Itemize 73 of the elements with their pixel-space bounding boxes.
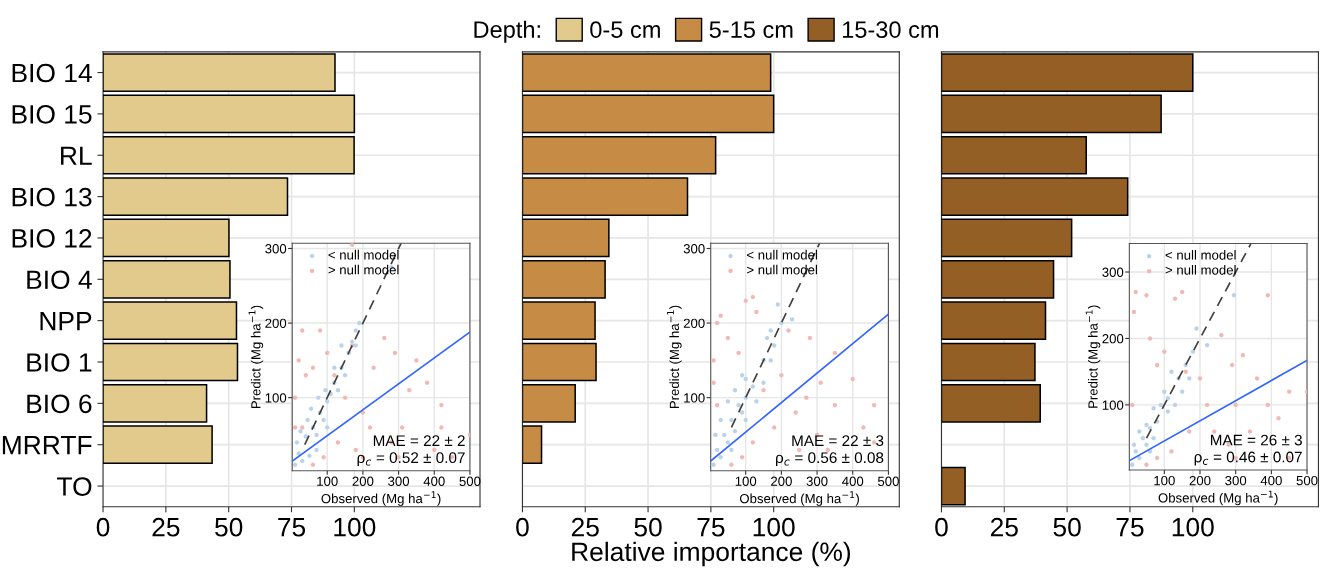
y-tick-label: RL <box>61 146 92 165</box>
y-tick-label: 300 <box>683 244 705 254</box>
x-tick-label: 400 <box>1260 475 1282 486</box>
y-axis-title: Predict (Mg ha$^{−1}$) <box>667 305 682 409</box>
legend-title: Depth: <box>474 20 540 43</box>
annotation: MAE = 22 ± 3 <box>792 435 884 447</box>
legend-label: > null model <box>1165 264 1236 275</box>
annotation: ρ$_{c}$ = 0.46 ± 0.07 <box>1194 451 1302 466</box>
y-tick-label: 100 <box>1102 400 1124 410</box>
annotation: MAE = 22 ± 2 <box>373 435 465 446</box>
x-tick-label: 200 <box>1189 475 1211 486</box>
x-tick-label: 0 <box>935 517 948 537</box>
y-tick-label: BIO 14 <box>12 63 92 83</box>
x-tick-label: 300 <box>806 476 828 486</box>
x-axis-title: Relative importance (%) <box>572 541 851 567</box>
x-tick-label: 300 <box>388 476 410 486</box>
legend-label: > null model <box>747 264 817 275</box>
x-tick-label: 100 <box>735 476 757 486</box>
y-tick-label: 100 <box>684 393 705 403</box>
x-tick-label: 75 <box>278 518 306 537</box>
y-axis-title: Predict (Mg ha$^{−1}$) <box>248 305 264 409</box>
legend-label: < null model <box>747 249 817 260</box>
annotation: ρ$_{c}$ = 0.52 ± 0.07 <box>357 452 465 467</box>
x-tick-label: 75 <box>697 518 725 537</box>
y-tick-label: MRRTF <box>2 436 92 455</box>
x-tick-label: 50 <box>1053 517 1081 537</box>
legend-label: < null model <box>328 249 399 260</box>
x-tick-label: 400 <box>842 476 864 486</box>
y-tick-label: BIO 6 <box>27 394 92 414</box>
y-tick-label: 300 <box>265 244 287 254</box>
y-tick-label: BIO 1 <box>27 353 92 372</box>
legend-label: 0-5 cm <box>590 21 660 38</box>
y-tick-label: 200 <box>683 318 705 328</box>
y-axis-title: Predict (Mg ha$^{−1}$) <box>1085 305 1101 408</box>
y-tick-label: 300 <box>1102 267 1124 277</box>
x-tick-label: 100 <box>753 517 795 537</box>
legend-label: 5-15 cm <box>709 21 793 38</box>
x-axis-title: Observed (Mg ha$^{−1}$) <box>739 491 859 506</box>
x-tick-label: 50 <box>215 517 243 537</box>
x-axis-title: Observed (Mg ha$^{−1}$) <box>321 491 441 506</box>
x-tick-label: 200 <box>352 476 374 486</box>
x-tick-label: 300 <box>1225 475 1247 486</box>
x-tick-label: 200 <box>771 476 792 486</box>
y-tick-label: BIO 13 <box>12 187 92 207</box>
x-tick-label: 100 <box>1154 475 1175 486</box>
annotation: ρ$_{c}$ = 0.56 ± 0.08 <box>776 452 884 467</box>
y-tick-label: BIO 15 <box>12 105 92 124</box>
x-tick-label: 500 <box>877 476 899 486</box>
y-tick-label: BIO 4 <box>27 270 92 290</box>
x-tick-label: 500 <box>459 476 481 486</box>
x-tick-label: 100 <box>334 517 376 537</box>
x-tick-label: 25 <box>571 517 599 537</box>
legend-label: < null model <box>1165 250 1236 260</box>
x-tick-label: 25 <box>152 517 180 537</box>
y-tick-label: 100 <box>265 393 287 403</box>
x-axis-title: Observed (Mg ha$^{−1}$) <box>1158 490 1278 506</box>
x-tick-label: 25 <box>990 517 1018 537</box>
x-tick-label: 0 <box>96 517 110 537</box>
x-tick-label: 100 <box>317 476 338 486</box>
x-tick-label: 50 <box>634 517 662 537</box>
y-tick-label: 200 <box>1102 334 1124 344</box>
y-tick-label: BIO 12 <box>12 229 92 248</box>
x-tick-label: 400 <box>423 476 445 486</box>
legend-label: 15-30 cm <box>842 21 939 38</box>
x-tick-label: 75 <box>1116 518 1144 537</box>
annotation: MAE = 26 ± 3 <box>1210 434 1302 446</box>
x-tick-label: 100 <box>1172 517 1214 537</box>
x-tick-label: 0 <box>516 517 529 537</box>
y-tick-label: NPP <box>40 312 92 331</box>
y-tick-label: TO <box>57 477 92 496</box>
legend-label: > null model <box>328 264 399 275</box>
x-tick-label: 500 <box>1296 475 1318 486</box>
y-tick-label: 200 <box>265 318 287 328</box>
